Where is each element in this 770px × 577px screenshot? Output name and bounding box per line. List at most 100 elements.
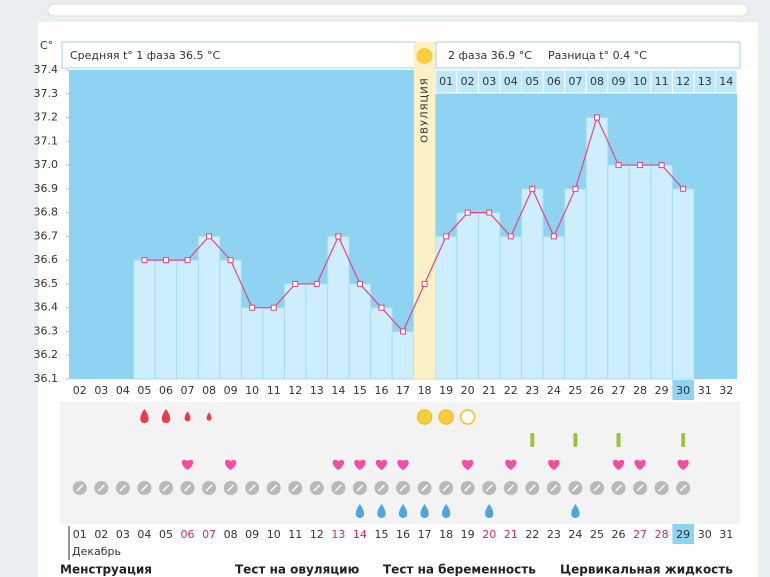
point bbox=[593, 114, 600, 121]
bar bbox=[133, 259, 156, 380]
y-tick-label: 36.8 bbox=[34, 206, 59, 219]
date-label: 18 bbox=[439, 528, 453, 541]
point bbox=[270, 304, 277, 311]
phase2-day-label: 13 bbox=[698, 75, 712, 88]
bar bbox=[434, 235, 458, 380]
x-tick-label: 21 bbox=[482, 384, 496, 397]
cervical-drop bbox=[377, 504, 386, 518]
point bbox=[184, 257, 191, 264]
x-tick-label: 23 bbox=[525, 384, 539, 397]
heart bbox=[332, 459, 345, 470]
temperature-method-slash bbox=[227, 484, 235, 492]
cervical-drop bbox=[420, 504, 429, 518]
date-label: 27 bbox=[633, 528, 647, 541]
temperature-method-slash bbox=[679, 484, 687, 492]
phase2-day-label: 09 bbox=[612, 75, 626, 88]
bar bbox=[585, 117, 609, 380]
point bbox=[141, 257, 148, 264]
temperature-method-slash bbox=[97, 484, 105, 492]
bar bbox=[456, 212, 479, 380]
bar bbox=[348, 283, 372, 380]
pregnancy-test bbox=[681, 433, 686, 447]
point bbox=[464, 209, 471, 216]
x-tick-label: 05 bbox=[137, 384, 151, 397]
temperature-method-slash bbox=[140, 484, 148, 492]
temperature-method-slash bbox=[614, 484, 623, 492]
temperature-method-slash bbox=[291, 484, 299, 492]
temperature-method-slash bbox=[248, 484, 256, 492]
x-tick-label: 07 bbox=[181, 384, 195, 397]
ovulation-test bbox=[416, 409, 433, 425]
temperature-method-slash bbox=[313, 484, 321, 492]
point bbox=[356, 280, 363, 287]
y-tick-label: 36.2 bbox=[34, 348, 59, 361]
point bbox=[206, 233, 213, 240]
temperature-method-slash bbox=[119, 484, 127, 492]
date-label: 08 bbox=[224, 528, 238, 541]
ovulation-test bbox=[459, 409, 476, 425]
bar bbox=[197, 235, 221, 380]
y-tick-label: 36.9 bbox=[34, 182, 59, 195]
cervical-drop bbox=[398, 504, 408, 518]
phase2-day-label: 05 bbox=[525, 75, 539, 88]
x-tick-label: 13 bbox=[310, 384, 324, 397]
heart bbox=[375, 459, 388, 470]
phase2-day-label: 06 bbox=[547, 75, 561, 88]
date-label: 22 bbox=[525, 528, 539, 541]
date-label: 15 bbox=[374, 528, 388, 541]
x-tick-label: 15 bbox=[353, 384, 367, 397]
point bbox=[400, 328, 407, 335]
date-label: 26 bbox=[612, 528, 626, 541]
x-tick-label: 18 bbox=[418, 384, 432, 397]
scrollbar[interactable] bbox=[47, 3, 749, 17]
phase2-day-label: 04 bbox=[504, 75, 518, 88]
date-label: 14 bbox=[353, 528, 367, 541]
today-date-cell bbox=[672, 524, 694, 544]
bar bbox=[607, 164, 630, 380]
temperature-method-slash bbox=[334, 484, 342, 492]
x-tick-label: 03 bbox=[94, 384, 108, 397]
cervical-drop bbox=[485, 504, 494, 518]
temperature-method-slash bbox=[377, 484, 386, 492]
x-tick-label: 11 bbox=[267, 384, 281, 397]
temperature-method-slash bbox=[528, 484, 536, 492]
x-tick-label: 02 bbox=[73, 384, 87, 397]
date-label: 03 bbox=[116, 528, 130, 541]
legend-label: Цервикальная жидкость bbox=[560, 563, 733, 577]
bar bbox=[542, 235, 566, 380]
bar bbox=[370, 307, 393, 380]
menstruation-drop bbox=[161, 409, 171, 423]
phase2-day-label: 14 bbox=[719, 75, 733, 88]
temperature-method-slash bbox=[442, 484, 450, 492]
x-tick-label: 28 bbox=[633, 384, 647, 397]
heart bbox=[181, 459, 194, 470]
x-tick-label: 25 bbox=[568, 384, 582, 397]
date-label: 25 bbox=[590, 528, 604, 541]
x-tick-label: 04 bbox=[116, 384, 130, 397]
ovulation-label: ОВУЛЯЦИЯ bbox=[420, 77, 431, 143]
menstruation-drop bbox=[184, 411, 191, 422]
y-tick-label: 36.7 bbox=[34, 229, 59, 242]
temperature-method-slash bbox=[593, 484, 601, 492]
bar bbox=[499, 235, 523, 380]
date-label: 29 bbox=[676, 528, 690, 541]
menstruation-drop bbox=[140, 409, 149, 423]
y-tick-label: 37.0 bbox=[34, 158, 59, 171]
y-tick-label: 37.3 bbox=[34, 87, 59, 100]
bar bbox=[327, 235, 350, 380]
x-tick-label: 26 bbox=[590, 384, 604, 397]
heart bbox=[397, 459, 409, 470]
point bbox=[162, 257, 169, 264]
point bbox=[227, 257, 234, 264]
x-tick-label: 14 bbox=[331, 384, 345, 397]
date-label: 11 bbox=[288, 528, 302, 541]
temperature-method-slash bbox=[76, 484, 84, 492]
y-tick-label: 37.1 bbox=[34, 134, 59, 147]
phase2-day-label: 10 bbox=[633, 75, 647, 88]
point bbox=[313, 280, 320, 287]
cervical-drop bbox=[441, 504, 451, 518]
heart bbox=[224, 459, 237, 470]
date-label: 07 bbox=[202, 528, 216, 541]
bar bbox=[262, 307, 286, 380]
y-tick-label: 37.2 bbox=[34, 111, 59, 124]
